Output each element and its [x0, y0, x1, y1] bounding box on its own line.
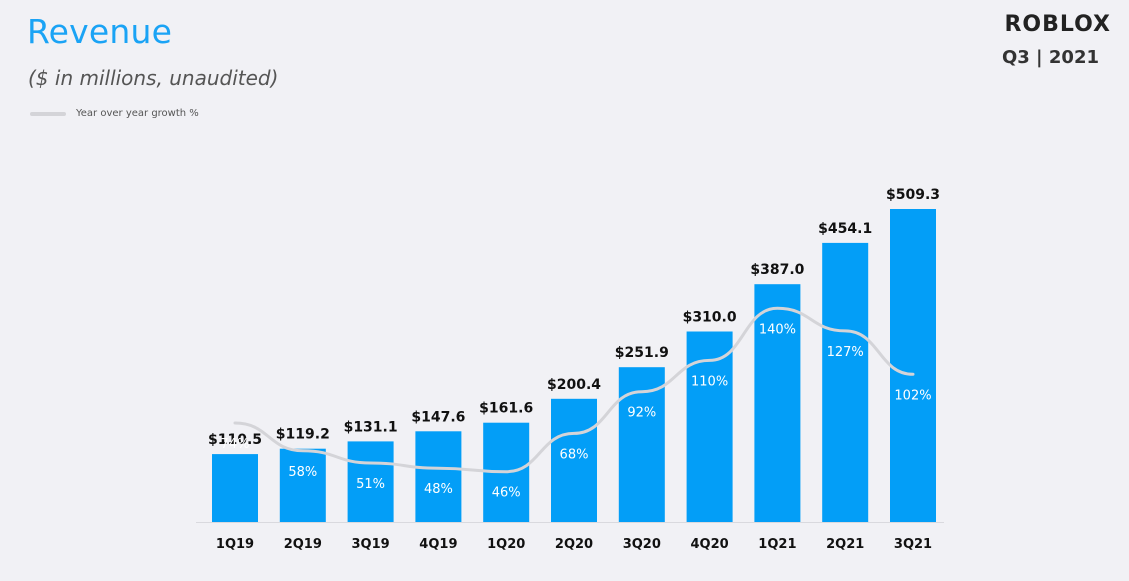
growth-percent-label: 92% [627, 406, 656, 421]
bar-value-label: $251.9 [615, 345, 669, 361]
bar-3q19 [347, 441, 394, 522]
page-title: Revenue [27, 12, 173, 51]
bar-value-label: $200.4 [547, 377, 601, 393]
legend-line-swatch [30, 111, 66, 116]
bar-value-label: $147.6 [411, 409, 465, 425]
growth-percent-label: 46% [492, 486, 521, 501]
growth-percent-label: 68% [560, 447, 589, 462]
x-tick-label: 1Q20 [487, 537, 525, 552]
x-tick-label: 1Q21 [758, 537, 796, 552]
bar-value-label: $454.1 [818, 221, 872, 237]
x-tick-label: 3Q20 [623, 537, 661, 552]
x-tick-label: 2Q20 [555, 537, 593, 552]
bar-value-label: $119.2 [276, 427, 330, 443]
growth-percent-label: 48% [424, 482, 453, 497]
bar-3q21 [890, 209, 936, 522]
bar-1q19 [212, 454, 258, 522]
x-tick-label: 4Q20 [691, 537, 729, 552]
bar-value-label: $161.6 [479, 401, 533, 417]
x-tick-label: 3Q19 [352, 537, 390, 552]
bar-4q19 [415, 431, 462, 522]
bar-value-label: $110.5 [208, 432, 262, 448]
bar-2q21 [822, 242, 869, 522]
growth-percent-label: 110% [691, 374, 728, 389]
bar-value-label: $509.3 [886, 187, 940, 203]
legend-label-growth: Year over year growth % [76, 108, 199, 119]
bar-1q21 [754, 284, 801, 522]
growth-percent-label: 140% [759, 322, 796, 337]
bar-value-label: $310.0 [683, 310, 737, 326]
bar-value-label: $387.0 [750, 262, 804, 278]
growth-percent-label: 74% [221, 437, 250, 452]
roblox-logo: ROBLOX [1004, 12, 1111, 37]
growth-line-series [233, 306, 915, 474]
growth-percent-label: 51% [356, 477, 385, 492]
x-tick-label: 1Q19 [216, 537, 254, 552]
page-subtitle: ($ in millions, unaudited) [28, 66, 279, 90]
growth-percent-label: 58% [288, 465, 317, 480]
chart-legend: Year over year growth % [30, 108, 199, 119]
growth-percent-label: 102% [894, 388, 931, 403]
period-label: Q3 | 2021 [1001, 47, 1099, 68]
bar-value-label: $131.1 [344, 419, 398, 435]
x-tick-label: 4Q19 [419, 537, 457, 552]
growth-percent-label: 127% [827, 345, 864, 360]
bar-2q19 [279, 448, 326, 522]
x-tick-label: 2Q21 [826, 537, 864, 552]
bar-2q20 [551, 398, 597, 522]
x-tick-label: 2Q19 [284, 537, 322, 552]
x-tick-label: 3Q21 [894, 537, 932, 552]
